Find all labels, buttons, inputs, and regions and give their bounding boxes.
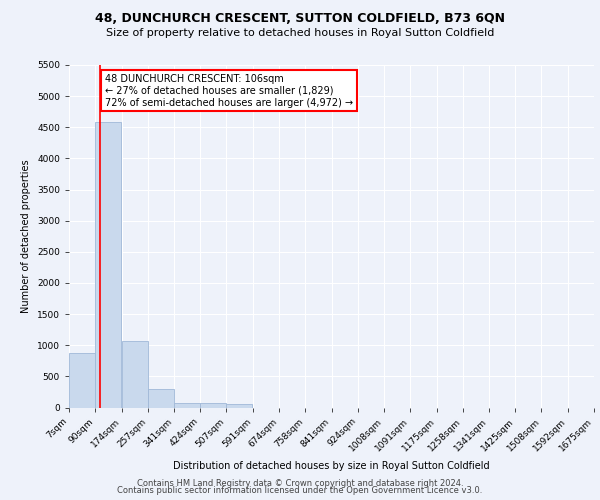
Bar bbox=[226, 404, 253, 407]
Text: 48, DUNCHURCH CRESCENT, SUTTON COLDFIELD, B73 6QN: 48, DUNCHURCH CRESCENT, SUTTON COLDFIELD… bbox=[95, 12, 505, 26]
Text: Size of property relative to detached houses in Royal Sutton Coldfield: Size of property relative to detached ho… bbox=[106, 28, 494, 38]
Text: Contains public sector information licensed under the Open Government Licence v3: Contains public sector information licen… bbox=[118, 486, 482, 495]
Text: Contains HM Land Registry data © Crown copyright and database right 2024.: Contains HM Land Registry data © Crown c… bbox=[137, 478, 463, 488]
Bar bbox=[200, 404, 226, 407]
Bar bbox=[122, 342, 148, 407]
Y-axis label: Number of detached properties: Number of detached properties bbox=[22, 160, 31, 313]
Bar bbox=[174, 402, 200, 407]
X-axis label: Distribution of detached houses by size in Royal Sutton Coldfield: Distribution of detached houses by size … bbox=[173, 461, 490, 471]
Text: 48 DUNCHURCH CRESCENT: 106sqm
← 27% of detached houses are smaller (1,829)
72% o: 48 DUNCHURCH CRESCENT: 106sqm ← 27% of d… bbox=[104, 74, 353, 108]
Bar bbox=[148, 390, 174, 407]
Bar bbox=[69, 354, 95, 408]
Bar bbox=[95, 122, 121, 408]
